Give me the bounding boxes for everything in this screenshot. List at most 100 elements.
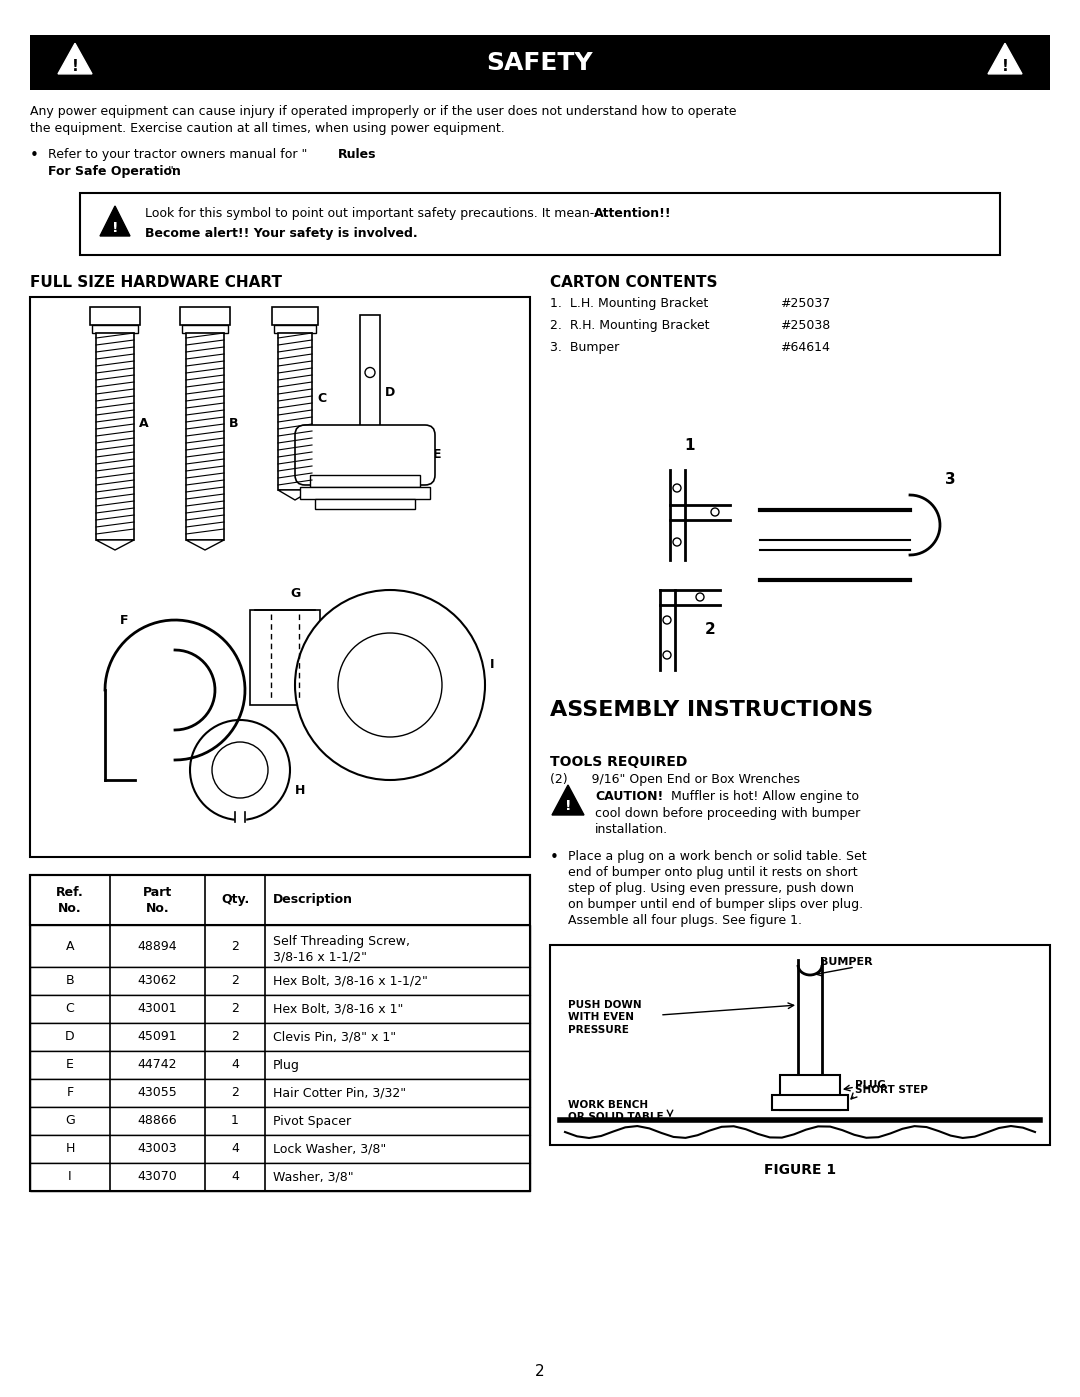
- Text: G: G: [65, 1115, 75, 1127]
- Text: F: F: [67, 1087, 73, 1099]
- Text: 43062: 43062: [138, 975, 177, 988]
- Text: H: H: [65, 1143, 75, 1155]
- Text: BUMPER: BUMPER: [820, 957, 873, 967]
- Text: 4: 4: [231, 1059, 239, 1071]
- Text: SHORT STEP: SHORT STEP: [855, 1085, 928, 1095]
- Text: the equipment. Exercise caution at all times, when using power equipment.: the equipment. Exercise caution at all t…: [30, 122, 504, 136]
- Text: on bumper until end of bumper slips over plug.: on bumper until end of bumper slips over…: [568, 898, 863, 911]
- Text: !: !: [71, 59, 79, 74]
- Polygon shape: [278, 490, 312, 500]
- Text: Assemble all four plugs. See figure 1.: Assemble all four plugs. See figure 1.: [568, 914, 802, 928]
- Text: Hair Cotter Pin, 3/32": Hair Cotter Pin, 3/32": [273, 1087, 406, 1099]
- Text: 3.  Bumper: 3. Bumper: [550, 341, 619, 353]
- Text: !: !: [565, 799, 571, 813]
- Bar: [550, 944, 1050, 1146]
- Polygon shape: [186, 541, 224, 550]
- Text: A: A: [66, 940, 75, 953]
- Text: FULL SIZE HARDWARE CHART: FULL SIZE HARDWARE CHART: [30, 275, 282, 291]
- Polygon shape: [58, 43, 92, 74]
- Bar: [30, 1106, 530, 1134]
- Text: E: E: [433, 448, 442, 461]
- Text: installation.: installation.: [595, 823, 669, 835]
- Text: F: F: [120, 613, 129, 626]
- Bar: [30, 995, 530, 1023]
- Text: PUSH DOWN
WITH EVEN
PRESSURE: PUSH DOWN WITH EVEN PRESSURE: [568, 1000, 642, 1035]
- Bar: [180, 307, 230, 326]
- Polygon shape: [100, 205, 130, 236]
- Circle shape: [365, 367, 375, 377]
- Bar: [30, 925, 530, 967]
- Text: 48866: 48866: [137, 1115, 177, 1127]
- Bar: [30, 1051, 530, 1078]
- Text: I: I: [490, 658, 495, 672]
- Text: 3: 3: [945, 472, 956, 488]
- Text: 2: 2: [231, 1003, 239, 1016]
- Text: (2)      9/16" Open End or Box Wrenches: (2) 9/16" Open End or Box Wrenches: [550, 773, 800, 787]
- Text: !: !: [1001, 59, 1009, 74]
- Bar: [80, 193, 1000, 256]
- Text: 2: 2: [704, 623, 715, 637]
- Bar: [30, 1078, 530, 1106]
- Text: WORK BENCH
OR SOLID TABLE: WORK BENCH OR SOLID TABLE: [568, 1099, 663, 1122]
- Text: ASSEMBLY INSTRUCTIONS: ASSEMBLY INSTRUCTIONS: [550, 700, 873, 719]
- Bar: [30, 35, 1050, 89]
- Text: 43070: 43070: [137, 1171, 177, 1183]
- Text: Become alert!! Your safety is involved.: Become alert!! Your safety is involved.: [145, 226, 418, 240]
- Bar: [30, 1023, 530, 1051]
- Text: Lock Washer, 3/8": Lock Washer, 3/8": [273, 1143, 387, 1155]
- Bar: [186, 332, 224, 541]
- Text: B: B: [66, 975, 75, 988]
- Text: Muffler is hot! Allow engine to: Muffler is hot! Allow engine to: [663, 789, 859, 803]
- Bar: [249, 610, 320, 705]
- Bar: [315, 499, 415, 509]
- Bar: [92, 326, 138, 332]
- Text: 43003: 43003: [137, 1143, 177, 1155]
- Text: G: G: [291, 587, 300, 599]
- Text: Qty.: Qty.: [221, 894, 249, 907]
- Bar: [278, 332, 312, 490]
- Polygon shape: [552, 785, 584, 814]
- Bar: [183, 326, 228, 332]
- Text: D: D: [65, 1031, 75, 1044]
- Text: 44742: 44742: [138, 1059, 177, 1071]
- Text: 2: 2: [231, 1087, 239, 1099]
- Text: Clevis Pin, 3/8" x 1": Clevis Pin, 3/8" x 1": [273, 1031, 396, 1044]
- Circle shape: [673, 538, 681, 546]
- Circle shape: [696, 592, 704, 601]
- Text: ".: ".: [168, 165, 178, 177]
- Bar: [30, 875, 530, 1192]
- Circle shape: [663, 616, 671, 624]
- Text: FIGURE 1: FIGURE 1: [764, 1162, 836, 1178]
- Bar: [96, 332, 134, 541]
- Text: #64614: #64614: [780, 341, 829, 353]
- Text: A: A: [139, 416, 149, 430]
- Bar: [90, 307, 140, 326]
- Text: C: C: [318, 393, 326, 405]
- Text: TOOLS REQUIRED: TOOLS REQUIRED: [550, 754, 687, 768]
- Circle shape: [338, 633, 442, 738]
- Bar: [310, 475, 420, 488]
- Circle shape: [711, 509, 719, 515]
- Bar: [272, 307, 318, 326]
- Text: PLUG: PLUG: [855, 1080, 886, 1090]
- Bar: [300, 488, 430, 499]
- Text: 4: 4: [231, 1143, 239, 1155]
- Text: Hex Bolt, 3/8-16 x 1": Hex Bolt, 3/8-16 x 1": [273, 1003, 403, 1016]
- Bar: [30, 875, 530, 925]
- Text: Ref.
No.: Ref. No.: [56, 886, 84, 915]
- Text: 4: 4: [231, 1171, 239, 1183]
- Text: H: H: [295, 784, 306, 796]
- Text: Washer, 3/8": Washer, 3/8": [273, 1171, 353, 1183]
- Text: CARTON CONTENTS: CARTON CONTENTS: [550, 275, 717, 291]
- Text: Part
No.: Part No.: [143, 886, 172, 915]
- Text: 1: 1: [231, 1115, 239, 1127]
- Circle shape: [212, 742, 268, 798]
- Text: Pivot Spacer: Pivot Spacer: [273, 1115, 351, 1127]
- Text: Description: Description: [273, 894, 353, 907]
- Text: 1.  L.H. Mounting Bracket: 1. L.H. Mounting Bracket: [550, 298, 708, 310]
- Text: For Safe Operation: For Safe Operation: [48, 165, 180, 177]
- Text: E: E: [66, 1059, 73, 1071]
- Text: 48894: 48894: [137, 940, 177, 953]
- Bar: [772, 1095, 848, 1111]
- Bar: [780, 1076, 840, 1111]
